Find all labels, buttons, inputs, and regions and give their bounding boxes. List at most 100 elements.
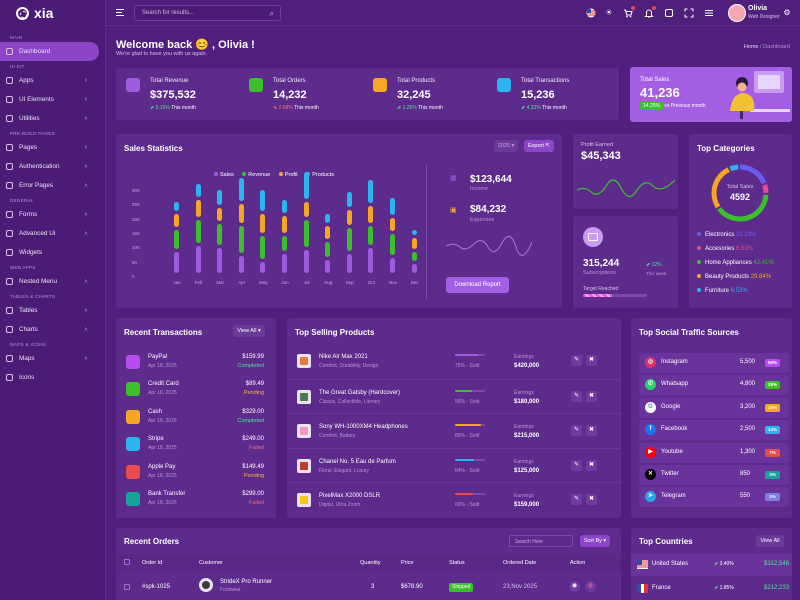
subscriptions-change-value: 12% — [651, 262, 662, 268]
transaction-date: Apr 18, 2025 — [148, 390, 177, 397]
sidebar-item-forms[interactable]: Forms › — [0, 205, 105, 224]
sidebar-item-label: Apps — [19, 77, 34, 84]
chevron-right-icon: › — [84, 230, 87, 237]
edit-icon[interactable]: ✎ — [571, 390, 582, 402]
trash-icon[interactable]: ✖ — [586, 390, 597, 402]
sidebar-item-authentication[interactable]: Authentication › — [0, 157, 105, 176]
sidebar-item-advanced-ui[interactable]: Advanced Ui › — [0, 224, 105, 243]
transaction-row[interactable]: Stripe Apr 18, 2025 $249.00 Failed — [116, 429, 274, 456]
countries-view-all-button[interactable]: View All — [756, 535, 784, 547]
row-checkbox[interactable] — [124, 584, 130, 590]
traffic-row: ✕ Twitter 850 3% — [639, 465, 789, 485]
avatar[interactable] — [728, 4, 746, 22]
edit-icon[interactable]: ✎ — [571, 355, 582, 366]
country-name: France — [652, 585, 671, 591]
y-tick-label: 200 — [132, 216, 140, 222]
status-badge: Shipped — [449, 583, 474, 592]
total-sales-card: Total Sales 41,236 14.25% vs Previous mo… — [630, 67, 792, 122]
bar-products — [346, 192, 352, 207]
source-name: Whatsapp — [661, 381, 689, 388]
edit-icon[interactable]: ✎ — [571, 425, 582, 436]
view-all-label: View All — [237, 328, 257, 334]
bell-icon[interactable] — [644, 6, 656, 18]
sidebar-item-error-pages[interactable]: Error Pages › — [0, 176, 105, 195]
sort-by-button[interactable]: Sort By ▾ — [580, 535, 610, 547]
bar-revenue — [411, 252, 417, 261]
sidebar-item-dashboard[interactable]: Dashboard — [0, 42, 99, 61]
transaction-row[interactable]: Credit Card Apr 18, 2025 $89.49 Pending — [116, 374, 274, 401]
app-logo[interactable]: xia — [0, 0, 105, 26]
bar-sales — [174, 252, 179, 273]
trash-icon[interactable]: ✖ — [586, 494, 597, 505]
bar-products — [325, 214, 331, 223]
source-value: 550 — [740, 493, 751, 500]
y-tick-label: 0 — [132, 274, 135, 279]
sidebar-item-icons[interactable]: Icons — [0, 368, 105, 387]
search-input[interactable]: Search for results... ⌕ — [134, 5, 281, 21]
export-button[interactable]: Export ⇱ — [524, 140, 554, 152]
apps-grid-icon[interactable] — [664, 8, 674, 18]
fullscreen-icon[interactable] — [684, 8, 694, 18]
cart-icon[interactable] — [623, 6, 635, 18]
breadcrumb-home[interactable]: Home — [743, 44, 759, 50]
search-placeholder: Search for results... — [142, 10, 195, 16]
sidebar-item-ui-elements[interactable]: UI Elements › — [0, 90, 105, 109]
sidebar-item-maps[interactable]: Maps › — [0, 349, 105, 368]
product-name: Nike Air Max 2021 — [319, 354, 368, 360]
view-all-button[interactable]: View All ▾ — [233, 325, 265, 337]
gear-icon[interactable]: ⚙ — [783, 8, 791, 17]
bar-sales — [217, 248, 223, 273]
sidebar-item-utilities[interactable]: Utilities › — [0, 109, 105, 128]
trash-icon[interactable]: ✖ — [586, 459, 597, 471]
trash-icon[interactable]: ✖ — [586, 425, 597, 436]
subscriptions-icon — [583, 227, 603, 247]
transaction-date: Apr 18, 2025 — [148, 445, 177, 452]
transaction-row[interactable]: Cash Apr 18, 2025 $329.00 Completed — [116, 402, 274, 429]
sidebar-item-apps[interactable]: Apps › — [0, 71, 105, 90]
search-icon[interactable]: ⌕ — [269, 9, 274, 18]
column-order-id: Order Id — [142, 560, 163, 566]
menu-lines-icon[interactable] — [704, 8, 714, 18]
flag-icon[interactable] — [586, 8, 596, 18]
trend-down-icon: ⬊ — [273, 105, 278, 111]
sidebar-item-charts[interactable]: Charts › — [0, 320, 105, 339]
trash-icon[interactable]: ✖ — [586, 355, 597, 366]
transaction-status: Failed — [249, 500, 264, 506]
x-tick-label: Jan — [173, 280, 181, 285]
recent-orders-card: Recent Orders Search Here Sort By ▾ Orde… — [116, 528, 621, 600]
download-report-button[interactable]: Download Report — [446, 277, 509, 293]
transaction-row[interactable]: Apple Pay Apr 18, 2025 $149.49 Pending — [116, 457, 274, 484]
theme-toggle-icon[interactable]: ☀ — [605, 8, 613, 17]
widgets-icon — [6, 249, 13, 256]
sidebar-section-uikit: UI KIT — [10, 64, 25, 69]
transaction-row[interactable]: Bank Transfer Apr 18, 2025 $299.00 Faile… — [116, 484, 274, 511]
orders-search-input[interactable]: Search Here — [509, 535, 573, 547]
sidebar-item-nested-menu[interactable]: Nested Menu › — [0, 272, 105, 291]
sidebar-item-tables[interactable]: Tables › — [0, 301, 105, 320]
x-tick-label: Mar — [216, 280, 225, 285]
profit-sparkline — [577, 179, 675, 198]
subscriptions-card: 315,244 Subscriptions ⬈ 12% This week Ta… — [573, 216, 678, 308]
chevron-right-icon: › — [84, 278, 87, 285]
sales-statistics-card: Sales Statistics 2025 ▾ Export ⇱ Sales R… — [116, 134, 562, 308]
category-dot — [697, 260, 701, 264]
transaction-name: Credit Card — [148, 381, 179, 388]
product-name: PixelMax X2000 DSLR — [319, 493, 381, 499]
delete-icon[interactable]: ◍ — [585, 581, 596, 592]
forms-icon — [6, 211, 13, 218]
view-icon[interactable]: ◉ — [569, 581, 580, 592]
sidebar-item-pages[interactable]: Pages › — [0, 138, 105, 157]
kpi-change-value: 4.33% — [526, 105, 541, 111]
category-dot — [697, 246, 701, 250]
trend-up-icon: ⬈ — [714, 585, 719, 591]
sold-progress — [455, 493, 485, 495]
menu-toggle-icon[interactable] — [116, 9, 124, 16]
edit-icon[interactable]: ✎ — [571, 459, 582, 471]
select-all-checkbox[interactable] — [124, 559, 130, 565]
edit-icon[interactable]: ✎ — [571, 494, 582, 505]
year-select[interactable]: 2025 ▾ — [494, 140, 518, 152]
order-price: $678.90 — [401, 584, 423, 590]
transaction-row[interactable]: PayPal Apr 18, 2025 $159.99 Completed — [116, 347, 274, 374]
sidebar-item-widgets[interactable]: Widgets — [0, 243, 105, 262]
y-tick-label: 100 — [132, 245, 140, 251]
